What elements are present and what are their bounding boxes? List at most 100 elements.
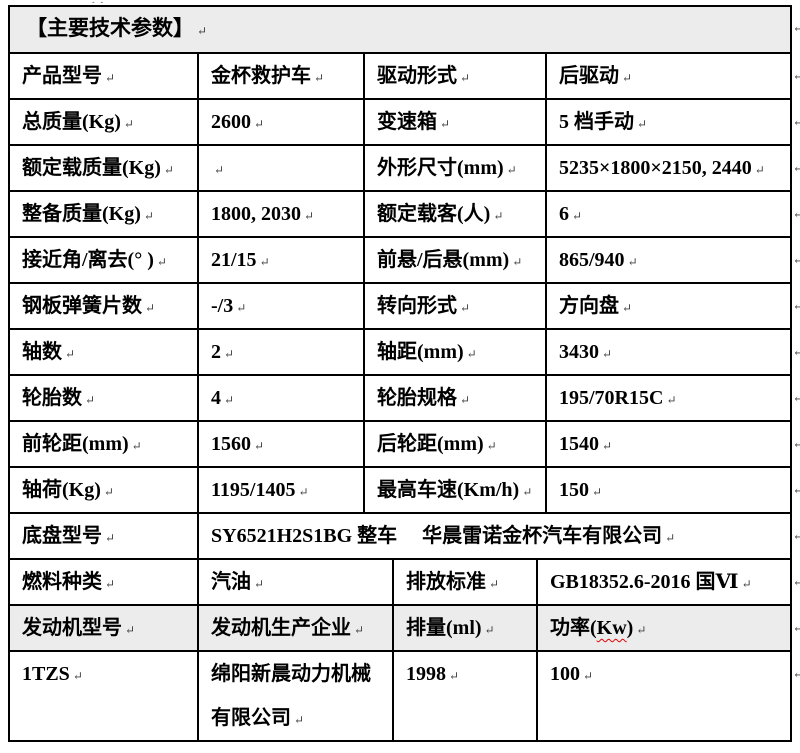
spec-value-cell: 2 [197, 330, 363, 374]
table-row: 额定载质量(Kg) 外形尺寸(mm) 5235×1800×2150, 2440 [10, 144, 800, 190]
spec-value-cell: 865/940 [545, 238, 790, 282]
spec-label: 额定载客(人) [377, 203, 491, 225]
table-row: 轴数 2 轴距(mm) 3430 [10, 328, 800, 374]
spec-label: 前悬/后悬(mm) [377, 249, 510, 271]
spec-value: 5 档手动 [559, 111, 634, 133]
table-row: 轴荷(Kg) 1195/1405 最高车速(Km/h) 150 [10, 466, 800, 512]
spec-label-cell: 变速箱 [363, 100, 545, 144]
spec-value: 21/15 [211, 249, 257, 271]
spec-label-cell: 额定载客(人) [363, 192, 545, 236]
spec-label-cell: 排放标准 [392, 560, 536, 604]
spec-value: 150 [559, 479, 589, 501]
spec-label: 钢板弹簧片数 [22, 295, 142, 317]
table-title-text: 【主要技术参数】 [26, 16, 194, 40]
clipped-text-artifact: 、、 [92, 0, 118, 3]
spec-label: 排放标准 [406, 571, 486, 593]
spec-label: 轮胎规格 [377, 387, 457, 409]
spec-value: 3430 [559, 341, 599, 363]
spec-value: 方向盘 [559, 295, 619, 317]
spec-value: 后驱动 [559, 65, 619, 87]
spec-label-cell: 前轮距(mm) [10, 422, 197, 466]
spec-label: 轴数 [22, 341, 62, 363]
spec-value-cell: GB18352.6-2016 国Ⅵ [536, 560, 790, 604]
engine-header-label: 发动机生产企业 [211, 617, 351, 639]
engine-displacement-cell: 1998 [392, 652, 536, 740]
spec-value-cell: 3430 [545, 330, 790, 374]
spec-label: 整备质量(Kg) [22, 203, 141, 225]
spec-label: 后轮距(mm) [377, 433, 484, 455]
spec-value-cell: 1195/1405 [197, 468, 363, 512]
spec-value-cell: 1540 [545, 422, 790, 466]
chassis-row: 底盘型号 SY6521H2S1BG 整车 华晨雷诺金杯汽车有限公司 [10, 512, 800, 558]
spec-value-cell: 汽油 [197, 560, 392, 604]
spec-label: 变速箱 [377, 111, 437, 133]
spec-label-cell: 轴荷(Kg) [10, 468, 197, 512]
spec-value-cell: 21/15 [197, 238, 363, 282]
engine-header-row: 发动机型号 发动机生产企业 排量(ml) 功率(Kw) [10, 604, 800, 650]
spec-value: 4 [211, 387, 221, 409]
power-label-pre: 功率( [550, 617, 597, 639]
spec-value-cell: 1560 [197, 422, 363, 466]
engine-power-cell: 100 [536, 652, 790, 740]
spec-value: SY6521H2S1BG 整车 华晨雷诺金杯汽车有限公司 [211, 525, 663, 547]
spec-label-cell: 轴距(mm) [363, 330, 545, 374]
engine-displacement: 1998 [406, 663, 446, 685]
spec-label: 底盘型号 [22, 525, 102, 547]
spec-value: 1560 [211, 433, 251, 455]
spec-label: 轮胎数 [22, 387, 82, 409]
spec-label-cell: 轮胎规格 [363, 376, 545, 420]
spec-label: 燃料种类 [22, 571, 102, 593]
spec-label-cell: 燃料种类 [10, 560, 197, 604]
table-row: 整备质量(Kg) 1800, 2030 额定载客(人) 6 [10, 190, 800, 236]
engine-header-label: 发动机型号 [22, 617, 122, 639]
spec-value-cell: 5 档手动 [545, 100, 790, 144]
spec-value: -/3 [211, 295, 234, 317]
spec-label-cell: 接近角/离去(° ) [10, 238, 197, 282]
spec-value: 865/940 [559, 249, 625, 271]
engine-power: 100 [550, 663, 580, 685]
engine-model-cell: 1TZS [10, 652, 197, 740]
spec-value: 195/70R15C [559, 387, 664, 409]
spec-label: 转向形式 [377, 295, 457, 317]
engine-manufacturer-cell: 绵阳新晨动力机械有限公司 [197, 652, 392, 740]
spec-value: 汽油 [211, 571, 251, 593]
spec-label-cell: 后轮距(mm) [363, 422, 545, 466]
table-title-row: 【主要技术参数】 [10, 7, 800, 52]
spec-value: GB18352.6-2016 国Ⅵ [550, 571, 739, 593]
engine-data-row: 1TZS 绵阳新晨动力机械有限公司 1998 100 [10, 650, 800, 740]
spec-value: 2 [211, 341, 221, 363]
spec-label: 总质量(Kg) [22, 111, 121, 133]
spec-value-cell: 6 [545, 192, 790, 236]
engine-header-cell: 发动机型号 [10, 606, 197, 650]
spec-label-cell: 最高车速(Km/h) [363, 468, 545, 512]
spec-value-cell: 150 [545, 468, 790, 512]
spec-label-cell: 底盘型号 [10, 514, 197, 558]
spec-value-cell: -/3 [197, 284, 363, 328]
table-row: 接近角/离去(° ) 21/15 前悬/后悬(mm) 865/940 [10, 236, 800, 282]
spec-value: 5235×1800×2150, 2440 [559, 157, 752, 179]
spec-label: 轴荷(Kg) [22, 479, 101, 501]
spec-value: 1540 [559, 433, 599, 455]
spec-label-cell: 总质量(Kg) [10, 100, 197, 144]
spec-label-cell: 转向形式 [363, 284, 545, 328]
engine-model: 1TZS [22, 663, 70, 685]
spec-label: 额定载质量(Kg) [22, 157, 161, 179]
spec-label: 前轮距(mm) [22, 433, 129, 455]
spec-value-cell: 方向盘 [545, 284, 790, 328]
engine-header-label: 功率(Kw) [550, 617, 633, 639]
spec-label-cell: 整备质量(Kg) [10, 192, 197, 236]
spec-value-cell [197, 146, 363, 190]
spec-label: 外形尺寸(mm) [377, 157, 504, 179]
spec-label-cell: 轮胎数 [10, 376, 197, 420]
spec-value: 6 [559, 203, 569, 225]
spec-label: 产品型号 [22, 65, 102, 87]
table-title: 【主要技术参数】 [10, 7, 790, 52]
spec-label-cell: 外形尺寸(mm) [363, 146, 545, 190]
power-label-post: ) [626, 617, 634, 639]
spec-value-cell: 后驱动 [545, 54, 790, 98]
table-row: 轮胎数 4 轮胎规格 195/70R15C [10, 374, 800, 420]
spec-value-cell: 2600 [197, 100, 363, 144]
spec-label: 轴距(mm) [377, 341, 464, 363]
spec-value-cell: 1800, 2030 [197, 192, 363, 236]
engine-header-cell: 功率(Kw) [536, 606, 790, 650]
